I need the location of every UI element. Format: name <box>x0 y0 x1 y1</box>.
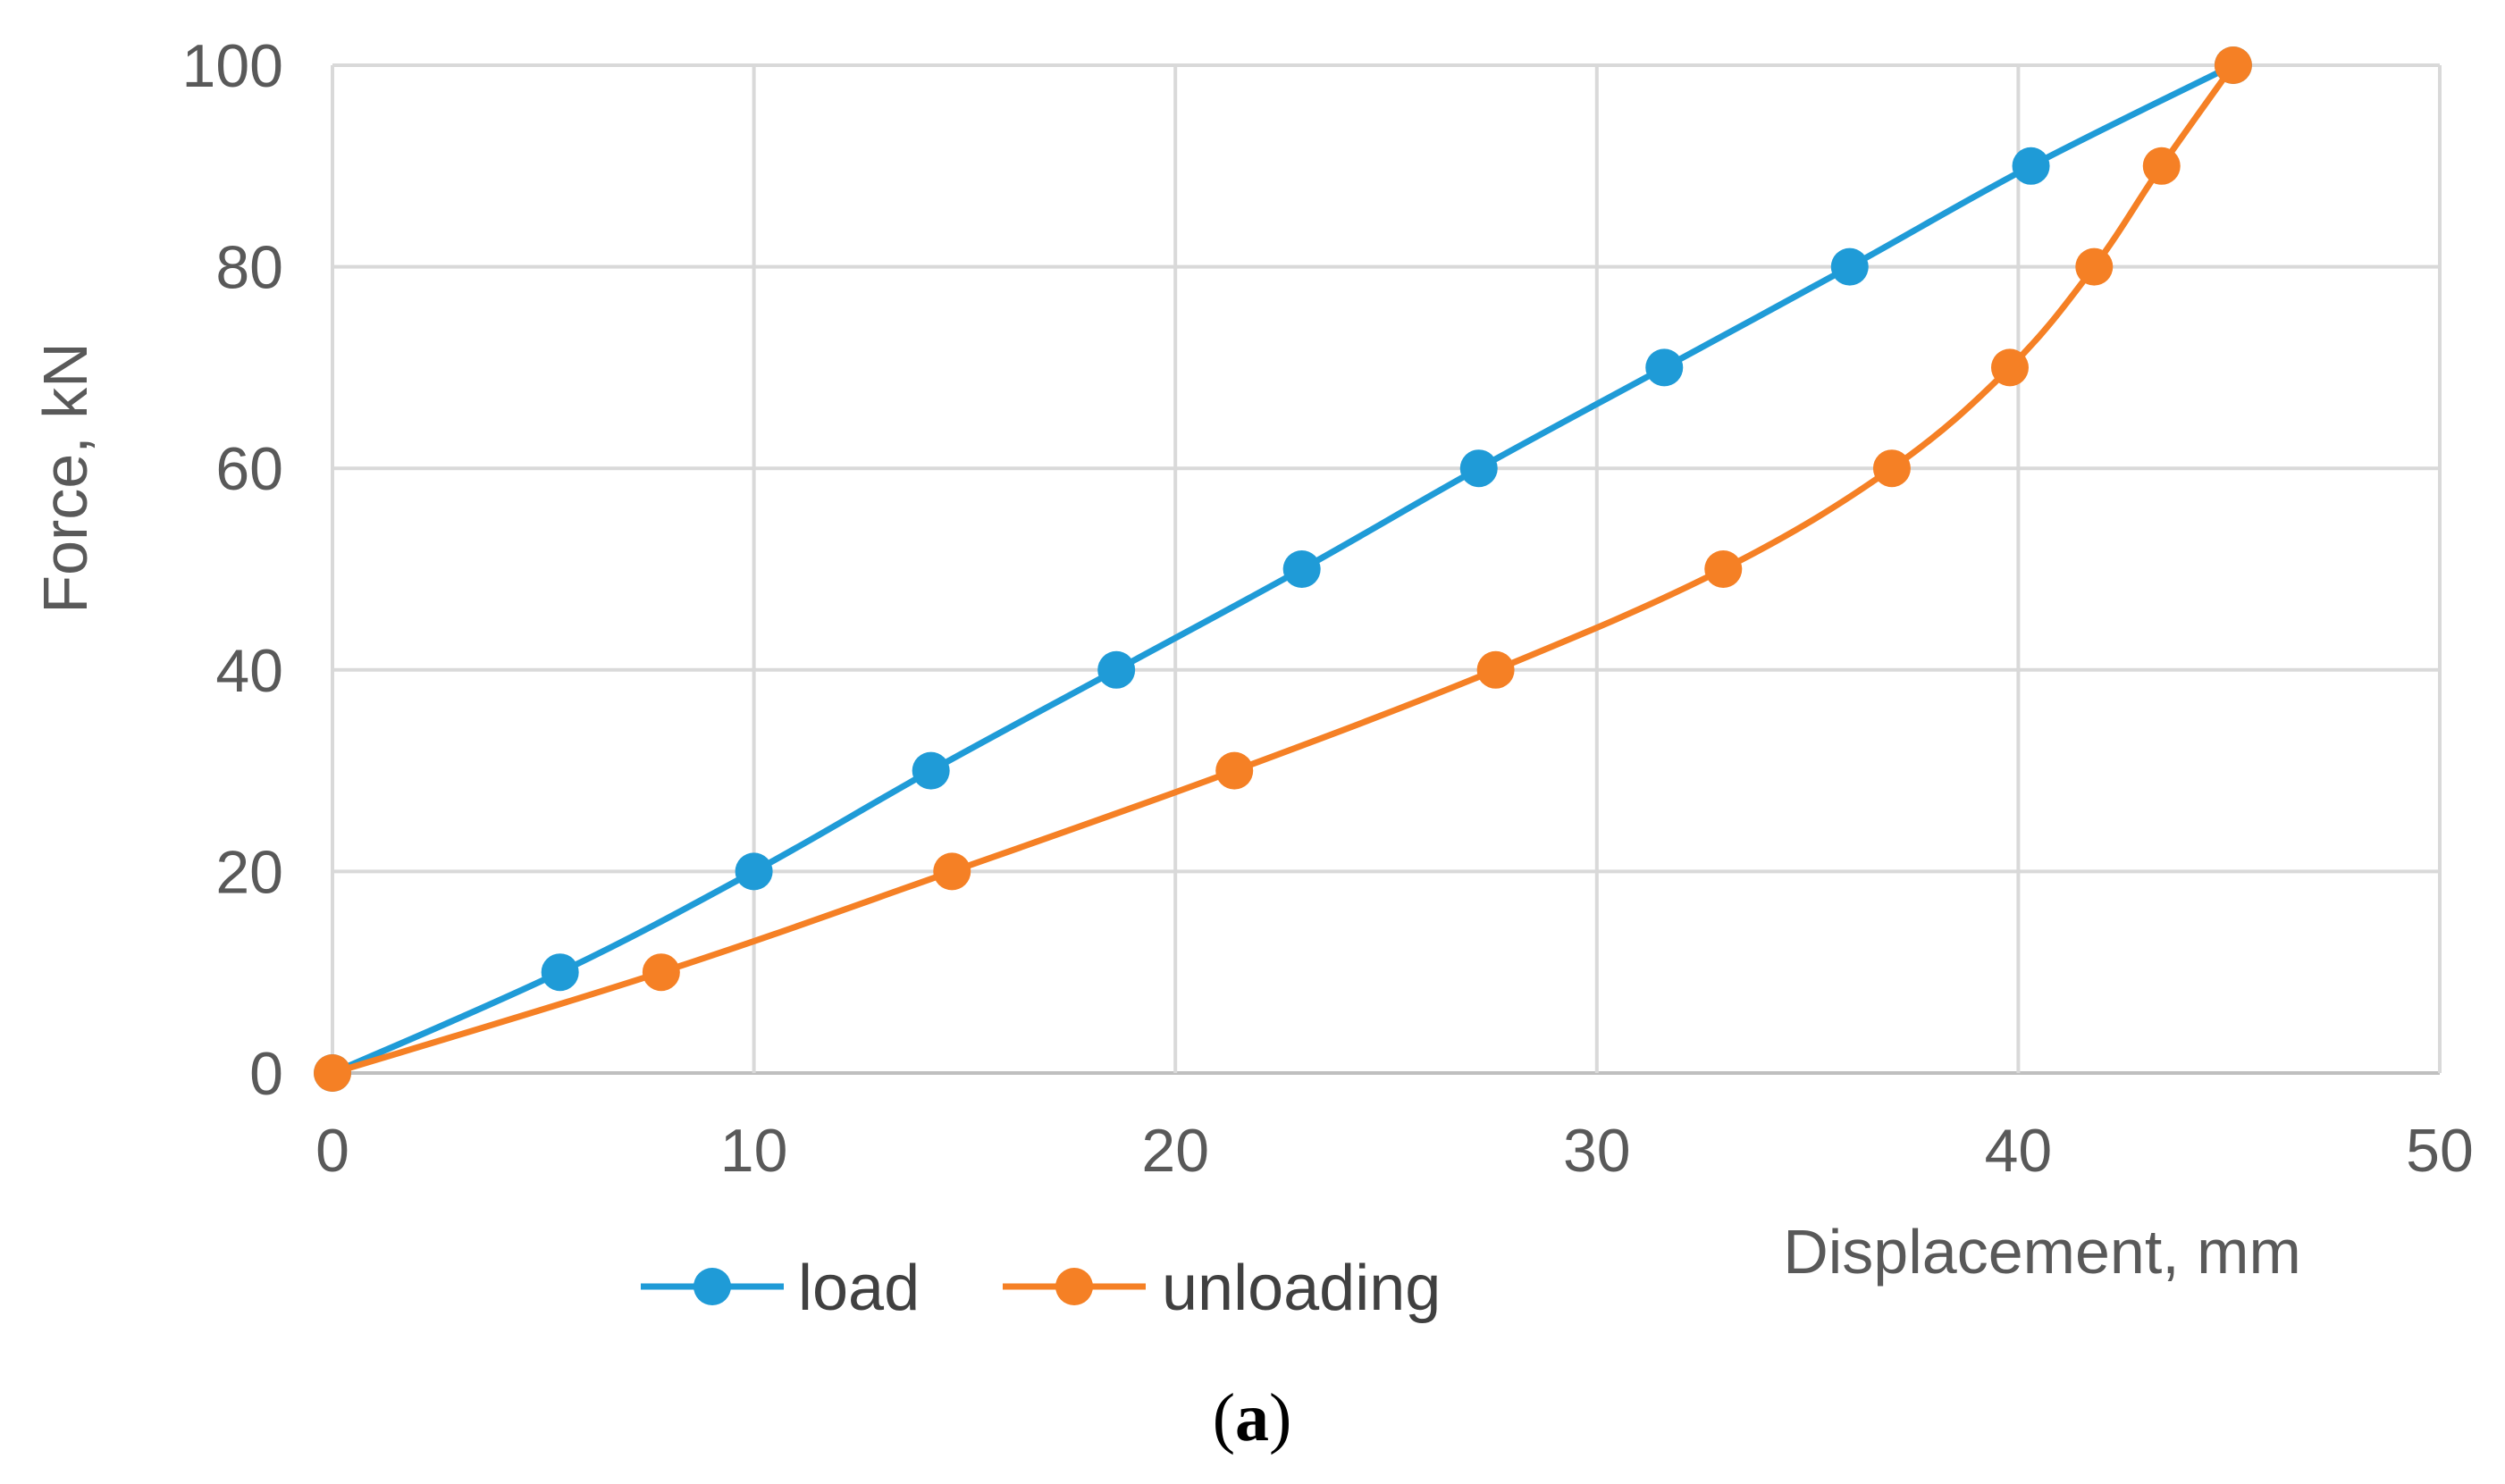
x-tick-label-20: 20 <box>1141 1117 1209 1185</box>
data-point-unloading-6 <box>1872 449 1911 488</box>
series-unloading <box>314 46 2252 1092</box>
data-point-unloading-3 <box>1215 751 1254 790</box>
data-point-unloading-1 <box>642 953 680 992</box>
data-point-unloading-7 <box>1990 348 2029 387</box>
grid <box>331 63 2442 1075</box>
legend: load unloading <box>641 1253 1441 1324</box>
data-point-unloading-2 <box>933 852 971 891</box>
x-tick-label-40: 40 <box>1985 1117 2053 1185</box>
legend-item-load: load <box>641 1253 920 1324</box>
data-point-load-9 <box>2012 147 2050 185</box>
data-point-load-2 <box>735 852 773 891</box>
legend-marker-load <box>693 1268 731 1305</box>
data-point-load-3 <box>912 751 950 790</box>
y-tick-labels: 0 20 40 60 80 100 <box>182 32 283 1108</box>
data-point-unloading-9 <box>2142 147 2181 185</box>
data-point-load-8 <box>1830 247 1869 286</box>
data-point-unloading-10 <box>2214 46 2252 84</box>
data-point-unloading-0 <box>314 1054 351 1092</box>
y-tick-label-20: 20 <box>215 838 283 906</box>
y-tick-label-80: 80 <box>215 234 283 302</box>
data-point-unloading-8 <box>2075 247 2114 286</box>
y-tick-label-40: 40 <box>215 637 283 705</box>
x-tick-label-0: 0 <box>315 1117 349 1185</box>
x-tick-label-30: 30 <box>1563 1117 1631 1185</box>
data-point-load-4 <box>1097 650 1136 689</box>
x-axis-title: Displacement, mm <box>1783 1217 2301 1287</box>
y-axis-title: Force, kN <box>30 342 100 613</box>
x-tick-label-50: 50 <box>2406 1117 2474 1185</box>
legend-item-unloading: unloading <box>1003 1253 1441 1324</box>
x-tick-labels: 0 10 20 30 40 50 <box>315 1117 2474 1185</box>
data-point-load-6 <box>1459 449 1498 488</box>
figure-caption: (a) <box>1213 1380 1292 1455</box>
y-tick-label-100: 100 <box>182 32 283 100</box>
data-point-load-7 <box>1645 348 1684 387</box>
data-point-unloading-5 <box>1704 550 1743 588</box>
legend-label-load: load <box>798 1253 920 1324</box>
caption-open-paren: ( <box>1213 1380 1235 1455</box>
caption-close-paren: ) <box>1269 1380 1291 1455</box>
caption-label: a <box>1235 1380 1269 1455</box>
y-tick-label-60: 60 <box>215 435 283 503</box>
legend-label-unloading: unloading <box>1162 1253 1441 1324</box>
x-tick-label-10: 10 <box>720 1117 788 1185</box>
data-point-load-1 <box>541 953 579 992</box>
series <box>314 46 2252 1092</box>
y-tick-label-0: 0 <box>249 1040 283 1108</box>
data-point-load-5 <box>1282 550 1321 588</box>
legend-marker-unloading <box>1055 1268 1093 1305</box>
data-point-unloading-4 <box>1476 650 1515 689</box>
